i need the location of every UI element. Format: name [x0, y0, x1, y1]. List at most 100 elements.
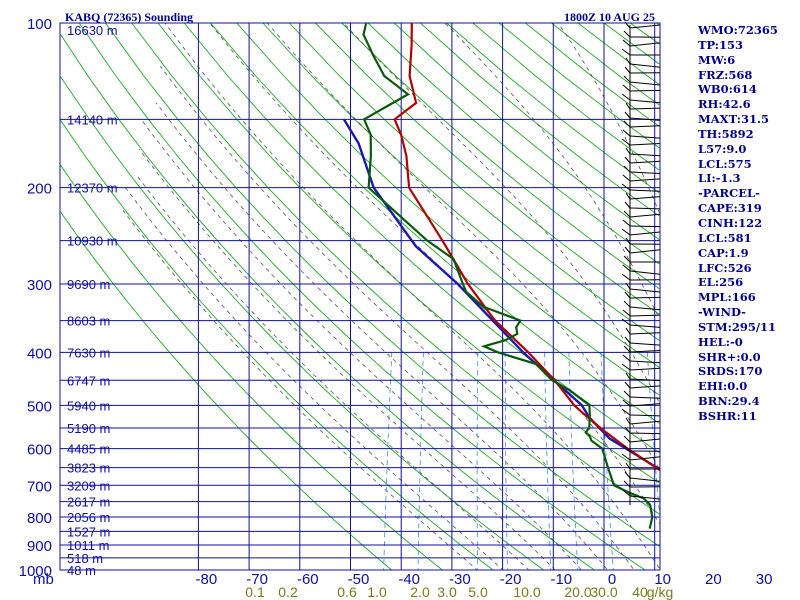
mixing-ratio-tick-label: 30.0 [590, 584, 617, 600]
height-label: 4485 m [67, 442, 110, 457]
dry-adiabat [288, 23, 660, 342]
wind-barb-flag [625, 57, 631, 65]
wind-barb [629, 456, 661, 461]
wind-barb [629, 160, 661, 164]
mixing-ratio-line [383, 352, 393, 570]
pressure-tick-label: 600 [27, 442, 52, 459]
stat-line: CAPE:319 [698, 201, 762, 216]
pressure-tick-label: 800 [27, 510, 52, 527]
wind-barb-flag [624, 111, 631, 119]
mixing-ratio-tick-label: 2.0 [410, 584, 430, 600]
temperature-tick-label: 30 [756, 571, 773, 588]
dry-adiabat [315, 23, 660, 316]
height-label: 5190 m [67, 421, 110, 436]
stat-line: RH:42.6 [698, 97, 751, 112]
stat-line: HEL:-0 [698, 334, 743, 349]
mixing-ratio-tick-label: 10.0 [513, 584, 540, 600]
wind-barb [629, 153, 661, 157]
moist-adiabat [209, 23, 660, 526]
wind-barb [629, 342, 661, 346]
dry-adiabat [131, 23, 660, 515]
stat-line: WMO:72365 [698, 23, 778, 37]
wind-barb [629, 270, 661, 275]
temperature-line [393, 23, 660, 472]
wind-barb-flag [621, 273, 631, 281]
pressure-tick-label: 200 [27, 181, 52, 198]
height-label: 3209 m [67, 478, 110, 493]
wind-barb-flag [622, 354, 631, 362]
plot-frame [59, 22, 661, 571]
mixing-ratio-tick-label: g/kg [647, 584, 673, 600]
wind-barb-flag [621, 408, 631, 416]
wind-barb-flag [625, 417, 631, 425]
stat-line: LFC:526 [698, 260, 752, 275]
wind-barb [629, 367, 661, 371]
wind-barb [629, 81, 661, 86]
pressure-tick-label: 500 [27, 398, 52, 415]
mixing-ratio-line [646, 352, 660, 525]
wind-barb [629, 196, 661, 200]
mixing-ratio-tick-label: 0.1 [245, 584, 265, 600]
temperature-tick-label: 0 [608, 571, 616, 588]
dry-adiabat [60, 118, 494, 570]
mixing-ratio-tick-label: 1.0 [367, 584, 387, 600]
wind-barb-flag [623, 390, 631, 398]
temperature-tick-label: 20 [705, 571, 722, 588]
temperature-tick-label: -30 [449, 571, 471, 588]
temperature-tick-label: -50 [348, 571, 370, 588]
pressure-tick-label: 900 [27, 538, 52, 555]
mixing-ratio-line [504, 352, 509, 570]
wind-barb [629, 296, 661, 299]
height-label: 16630 m [67, 23, 118, 38]
stat-line: LI:-1.3 [698, 171, 741, 186]
height-label: 7630 m [67, 345, 110, 360]
wind-barb [629, 306, 661, 311]
stat-line: CINH:122 [698, 215, 763, 230]
wind-barb-flag [621, 318, 631, 326]
wind-barb-flag [623, 255, 631, 263]
wind-barb [629, 378, 661, 381]
wind-barb-flag [623, 210, 631, 218]
height-label: 10930 m [67, 234, 118, 249]
mixing-ratio-tick-label: 5.0 [468, 584, 488, 600]
moist-adiabat [155, 102, 609, 570]
height-label: 1527 m [67, 524, 110, 539]
moist-adiabat [140, 119, 582, 570]
chart-time: 1800Z 10 AUG 25 [564, 10, 655, 24]
pressure-tick-label: 1000 [19, 563, 52, 580]
wind-barb-flag [624, 381, 631, 389]
wind-barb-flag [622, 399, 631, 407]
height-label: 3823 m [67, 461, 110, 476]
height-label: 8603 m [67, 314, 110, 329]
height-label: 14140 m [67, 112, 118, 127]
wind-barb-flag [622, 219, 631, 227]
wind-barb-flag [623, 75, 631, 83]
height-label: 9690 m [67, 277, 110, 292]
stat-line: -WIND- [698, 305, 746, 320]
wind-barb-flag [625, 237, 631, 245]
temperature-tick-label: -60 [297, 571, 319, 588]
wind-barb-flag [625, 192, 631, 200]
wind-barb [629, 360, 661, 364]
moist-adiabat [125, 187, 504, 570]
wind-barb-flag [624, 291, 631, 299]
stat-line: WB0:614 [698, 82, 757, 97]
dry-adiabat [210, 23, 660, 425]
stat-line: MAXT:31.5 [698, 112, 769, 127]
mixing-ratio-line [568, 352, 579, 570]
wind-barb [629, 314, 661, 317]
wind-barb [629, 438, 661, 443]
wind-barb-flag [621, 138, 631, 146]
wind-barb [629, 495, 661, 500]
wind-barb-flag [625, 102, 631, 110]
temperature-tick-label: -10 [550, 571, 572, 588]
wind-barb-flag [624, 156, 631, 164]
mixing-ratio-tick-label: 40 [632, 584, 648, 600]
stat-line: LCL:581 [698, 230, 752, 245]
wind-barb-flag [623, 30, 631, 38]
wind-barb-flag [624, 336, 631, 344]
dry-adiabat [60, 210, 393, 570]
dry-adiabat [341, 23, 660, 290]
height-label: 518 m [67, 551, 103, 566]
wind-barb [629, 385, 661, 389]
